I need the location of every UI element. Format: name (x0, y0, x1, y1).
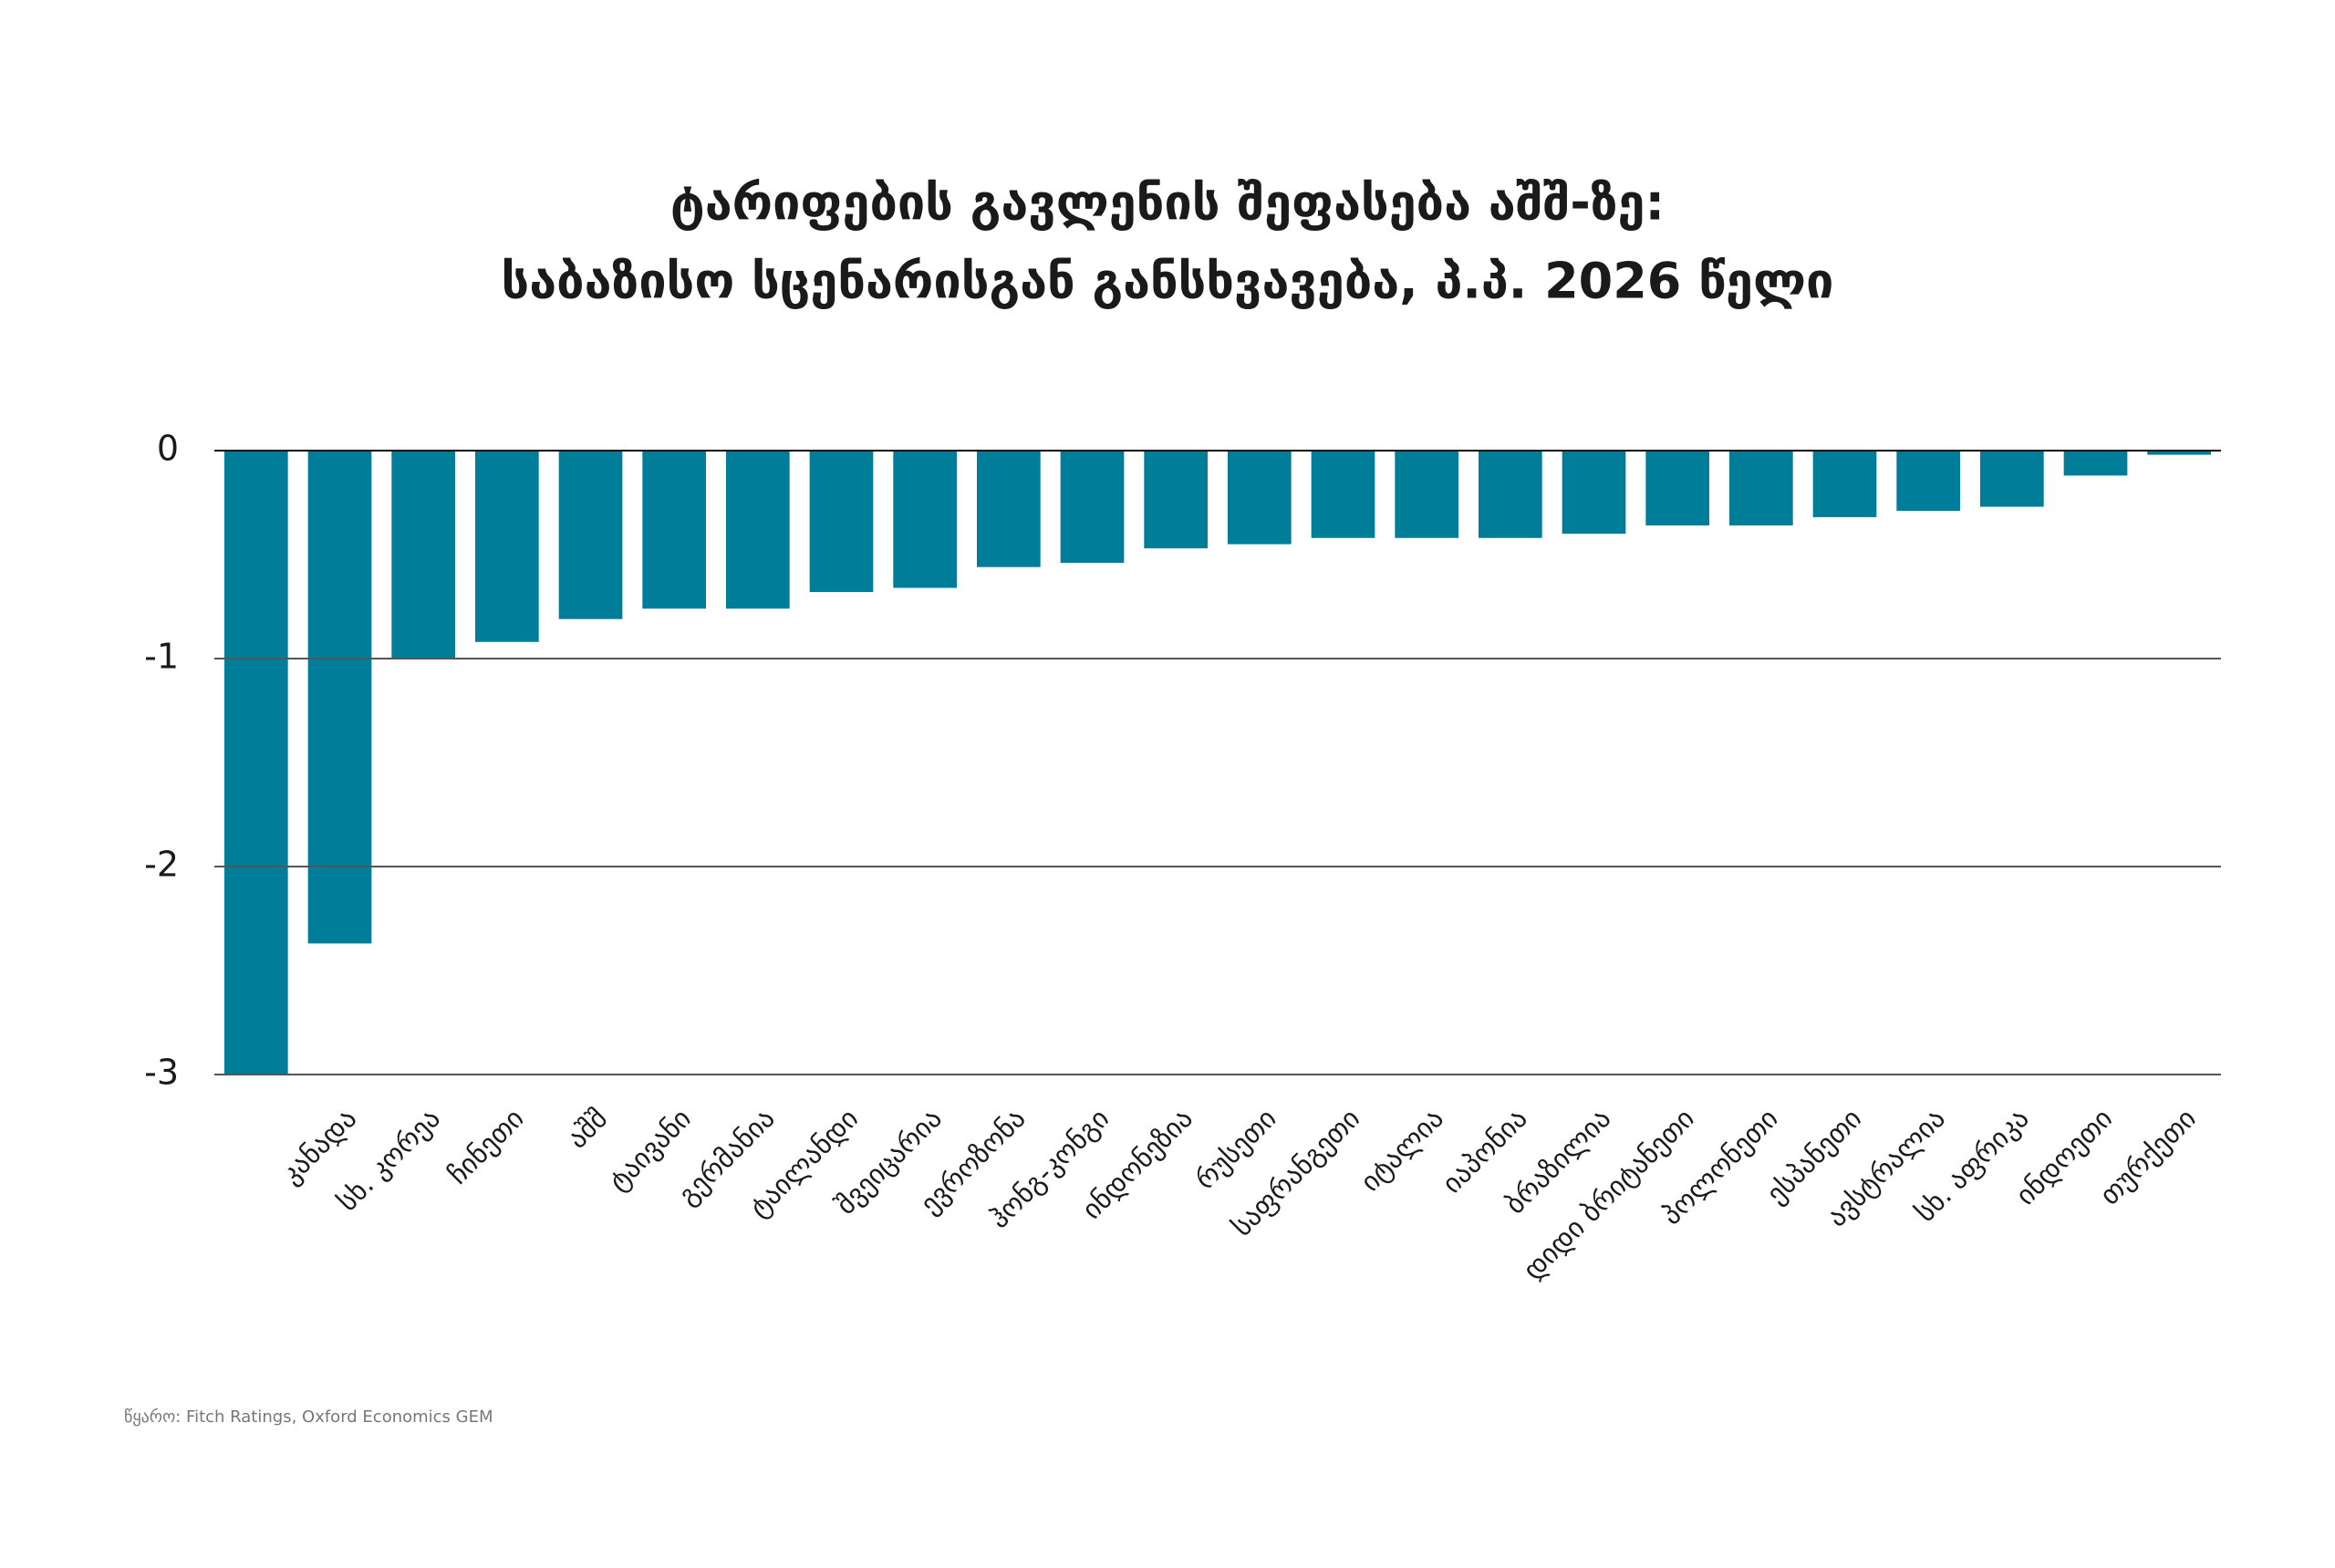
bar (2063, 451, 2128, 476)
y-tick-label: -1 (144, 637, 179, 677)
chart-title: ტარიფების გავლენის შეფასება აშშ-ზე: (670, 174, 1665, 232)
bar (2147, 451, 2211, 455)
y-tick-label: 0 (157, 429, 179, 469)
y-tick-label: -2 (144, 845, 179, 885)
bar (1896, 451, 1960, 512)
bar (1562, 451, 1626, 535)
bar (726, 451, 790, 609)
bar (1228, 451, 1292, 545)
bar (1645, 451, 1709, 526)
bar (642, 451, 706, 609)
bar (307, 451, 372, 944)
x-tick-label: ჩინეთი (442, 1103, 531, 1191)
bar (1479, 451, 1542, 538)
bar (475, 451, 539, 642)
bar (977, 451, 1041, 567)
bar (558, 451, 623, 619)
bar (224, 451, 288, 1075)
bar (1144, 451, 1208, 549)
bar (893, 451, 957, 588)
chart-title: საბაზისო სცენარისგან განსხვავება, პ.პ. 2… (502, 253, 1834, 310)
bar (809, 451, 874, 593)
bar (1395, 451, 1458, 538)
bar (1060, 451, 1125, 564)
bar (1812, 451, 1877, 517)
source-note: წყარო: Fitch Ratings, Oxford Economics G… (124, 1407, 493, 1427)
bar (391, 451, 455, 659)
bar (1729, 451, 1793, 526)
x-tick-label: იტალია (1354, 1103, 1450, 1199)
bar (1980, 451, 2044, 507)
y-tick-label: -3 (144, 1053, 179, 1093)
x-tick-label: აშშ (562, 1103, 614, 1155)
bar (1311, 451, 1375, 538)
